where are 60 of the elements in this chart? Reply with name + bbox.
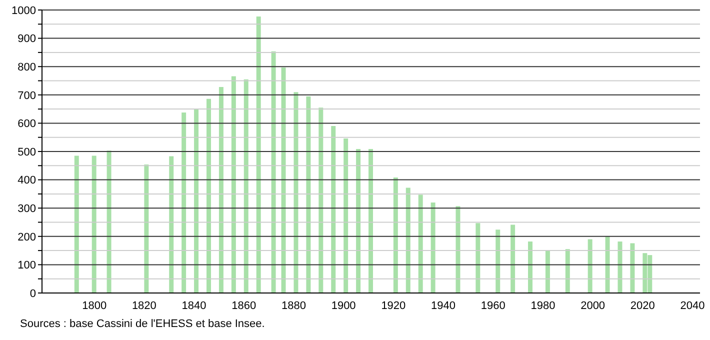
- x-tick-label: 2020: [630, 300, 655, 312]
- bar: [244, 79, 248, 293]
- x-tick-label: 1920: [381, 300, 406, 312]
- y-tick-label: 500: [18, 146, 36, 158]
- x-tick-label: 1900: [331, 300, 356, 312]
- x-tick-label: 1960: [480, 300, 506, 312]
- bar: [281, 67, 286, 293]
- bar: [418, 194, 423, 293]
- bar: [456, 206, 460, 293]
- bar: [218, 86, 224, 293]
- bar: [256, 16, 261, 293]
- bar: [231, 76, 236, 293]
- x-tick-label: 2000: [580, 300, 606, 312]
- y-tick-label: 900: [18, 33, 36, 46]
- x-tick-label: 1940: [431, 300, 456, 312]
- bar: [528, 241, 533, 293]
- y-tick-label: 100: [18, 260, 36, 272]
- bar: [182, 112, 186, 293]
- y-tick-label: 200: [18, 231, 36, 244]
- x-tick-label: 1800: [82, 300, 107, 312]
- bar: [565, 249, 570, 293]
- bar: [106, 150, 112, 293]
- bar: [169, 156, 174, 293]
- y-tick-label: 800: [18, 62, 36, 74]
- bar: [331, 126, 336, 293]
- x-tick-label: 1860: [232, 300, 256, 312]
- bar: [630, 243, 635, 293]
- y-tick-label: 700: [18, 90, 36, 102]
- bar: [144, 164, 149, 293]
- bar: [318, 108, 324, 293]
- x-tick-label: 1840: [182, 300, 206, 312]
- y-tick-label: 600: [18, 118, 36, 130]
- bar: [194, 108, 199, 293]
- bar: [74, 156, 79, 293]
- bar: [545, 250, 550, 293]
- x-tick-label: 2040: [680, 300, 705, 312]
- bar: [356, 148, 361, 293]
- bar: [344, 138, 348, 293]
- bar: [430, 202, 436, 293]
- y-tick-label: 400: [18, 174, 36, 187]
- y-tick-label: 1000: [12, 4, 36, 17]
- x-tick-label: 1820: [132, 300, 156, 312]
- bar: [294, 92, 298, 293]
- bar: [476, 223, 480, 293]
- y-tick-label: 0: [30, 288, 36, 300]
- bar: [588, 239, 592, 293]
- bar: [605, 236, 610, 293]
- bar: [206, 98, 211, 293]
- bar: [496, 230, 500, 293]
- bar: [306, 96, 311, 293]
- bar: [368, 148, 373, 293]
- bar: [92, 156, 96, 293]
- source-note: Sources : base Cassini de l'EHESS et base Insee.: [20, 318, 266, 330]
- x-tick-label: 1980: [530, 300, 556, 312]
- bar: [271, 51, 276, 293]
- y-tick-label: 300: [18, 203, 36, 216]
- x-tick-label: 1880: [281, 300, 306, 312]
- bar: [406, 188, 410, 293]
- bar: [393, 178, 398, 293]
- bar: [510, 224, 516, 293]
